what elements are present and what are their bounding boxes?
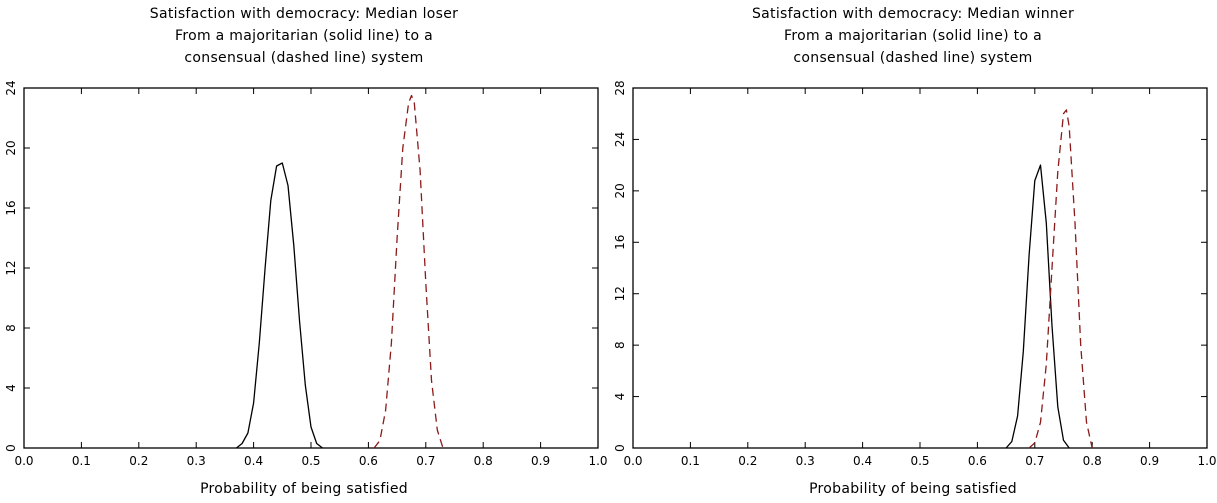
y-tick-label: 4 xyxy=(4,384,18,392)
title-line-2: From a majoritarian (solid line) to a xyxy=(175,28,433,44)
y-tick-label: 24 xyxy=(4,80,18,95)
chart-title: Satisfaction with democracy: Median lose… xyxy=(0,3,608,69)
y-tick-label: 24 xyxy=(613,132,627,147)
y-tick-label: 8 xyxy=(613,341,627,349)
y-tick-label: 8 xyxy=(4,324,18,332)
x-tick-label: 0.1 xyxy=(681,454,700,468)
y-tick-label: 0 xyxy=(613,444,627,452)
x-tick-label: 0.5 xyxy=(301,454,320,468)
x-tick-label: 0.9 xyxy=(531,454,550,468)
x-tick-label: 0.0 xyxy=(14,454,33,468)
x-tick-label: 0.5 xyxy=(910,454,929,468)
x-tick-label: 0.9 xyxy=(1140,454,1159,468)
title-line-1: Satisfaction with democracy: Median lose… xyxy=(149,6,459,22)
x-tick-label: 0.0 xyxy=(623,454,642,468)
x-tick-label: 0.8 xyxy=(1083,454,1102,468)
x-tick-label: 1.0 xyxy=(1197,454,1216,468)
x-tick-label: 0.6 xyxy=(968,454,987,468)
chart-panel-median-loser: Satisfaction with democracy: Median lose… xyxy=(0,0,608,503)
x-axis-label: Probability of being satisfied xyxy=(809,481,1017,497)
y-tick-label: 20 xyxy=(613,183,627,198)
series-line-consensual xyxy=(373,94,444,449)
chart-plot-svg: 0.0 0.1 0.2 0.3 0.4 0.5 0.6 0.7 0.8 0.9 1.0 0 4 8 12 16… xyxy=(4,80,608,468)
x-tick-label: 0.3 xyxy=(796,454,815,468)
title-line-2: From a majoritarian (solid line) to a xyxy=(784,28,1042,44)
chart-panel-median-winner: Satisfaction with democracy: Median winn… xyxy=(609,0,1217,503)
x-axis-label: Probability of being satisfied xyxy=(200,481,408,497)
x-tick-label: 0.6 xyxy=(359,454,378,468)
series-line-majoritarian xyxy=(1005,164,1070,449)
y-tick-label: 16 xyxy=(4,200,18,215)
x-tick-label: 0.7 xyxy=(1025,454,1044,468)
y-tick-label: 12 xyxy=(4,260,18,275)
y-tick-label: 16 xyxy=(613,235,627,250)
x-tick-label: 1.0 xyxy=(588,454,607,468)
y-tick-label: 0 xyxy=(4,444,18,452)
y-tick-label: 20 xyxy=(4,140,18,155)
x-tick-label: 0.2 xyxy=(738,454,757,468)
chart-plot-svg: 0.0 0.1 0.2 0.3 0.4 0.5 0.6 0.7 0.8 0.9 1.0 0 4 8 12 16… xyxy=(613,80,1217,468)
y-tick-label: 28 xyxy=(613,80,627,95)
title-line-1: Satisfaction with democracy: Median winn… xyxy=(751,6,1075,22)
x-tick-label: 0.1 xyxy=(72,454,91,468)
x-tick-label: 0.4 xyxy=(853,454,872,468)
x-tick-label: 0.2 xyxy=(129,454,148,468)
title-line-3: consensual (dashed line) system xyxy=(793,50,1033,66)
x-tick-label: 0.4 xyxy=(244,454,263,468)
y-tick-label: 4 xyxy=(613,393,627,401)
x-tick-label: 0.7 xyxy=(416,454,435,468)
plot-frame xyxy=(23,87,599,449)
title-line-3: consensual (dashed line) system xyxy=(184,50,424,66)
series-line-consensual xyxy=(1028,109,1093,449)
x-tick-label: 0.3 xyxy=(187,454,206,468)
plot-frame xyxy=(632,87,1208,449)
x-tick-label: 0.8 xyxy=(474,454,493,468)
chart-title: Satisfaction with democracy: Median winn… xyxy=(609,3,1217,69)
series-line-majoritarian xyxy=(235,162,323,449)
y-tick-label: 12 xyxy=(613,286,627,301)
